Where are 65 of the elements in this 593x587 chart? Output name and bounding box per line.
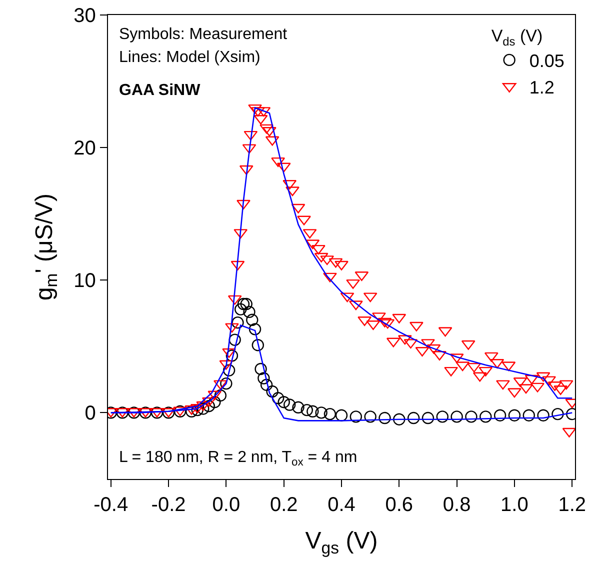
point — [393, 413, 406, 426]
point — [226, 350, 238, 362]
point — [436, 410, 448, 423]
point — [246, 314, 258, 326]
x-tick-label: 0.0 — [212, 494, 240, 516]
point — [237, 298, 250, 310]
point — [260, 378, 273, 391]
y-tick-label: 20 — [74, 138, 96, 160]
x-tick-label: 0.8 — [442, 494, 471, 516]
point — [537, 409, 550, 422]
point — [552, 408, 564, 420]
point — [480, 410, 492, 423]
point — [378, 412, 391, 424]
annotation: Symbols: Measurement — [119, 26, 288, 43]
point — [214, 389, 227, 402]
x-tick-label: -0.4 — [94, 494, 128, 516]
point — [202, 400, 215, 412]
point — [220, 377, 232, 390]
point — [252, 339, 264, 352]
point — [324, 408, 336, 420]
point — [234, 303, 247, 316]
x-tick-label: 1.0 — [500, 494, 528, 516]
y-tick-label: 10 — [74, 270, 96, 292]
point — [254, 362, 267, 376]
point — [228, 334, 241, 346]
point — [232, 316, 244, 329]
point — [292, 401, 304, 414]
x-tick-label: 0.2 — [270, 494, 298, 516]
y-tick-label: 0 — [84, 402, 96, 425]
point — [335, 409, 348, 422]
x-axis-title: V$_{gs}$ (V) — [305, 527, 378, 558]
point — [208, 396, 221, 408]
point — [197, 402, 210, 415]
legend-label: 0.05 — [529, 50, 564, 71]
point — [284, 398, 296, 411]
x-tick-label: 0.6 — [385, 494, 414, 516]
point — [364, 410, 376, 423]
annotation: Lines: Model (Xsim) — [119, 49, 260, 66]
x-tick-label: 0.4 — [328, 494, 356, 516]
point — [258, 372, 270, 384]
point — [522, 409, 535, 422]
point — [272, 392, 284, 404]
point — [306, 405, 319, 418]
point — [450, 410, 463, 423]
point — [422, 412, 434, 424]
y-tick-label: 30 — [74, 5, 96, 27]
annotation: GAA SiNW — [119, 82, 202, 99]
point — [350, 410, 362, 423]
point — [315, 406, 328, 419]
point — [494, 409, 506, 422]
point — [407, 412, 420, 424]
point — [300, 404, 314, 416]
annotation: L = 180 nm, R = 2 nm, T$_{ox}$ = 4 nm — [119, 449, 358, 468]
point — [222, 364, 236, 376]
point — [266, 385, 278, 398]
point — [508, 409, 521, 422]
point — [248, 323, 262, 336]
point — [240, 298, 252, 310]
point — [278, 396, 290, 408]
x-tick-label: 1.2 — [558, 494, 586, 516]
point — [243, 306, 256, 318]
x-tick-label: -0.2 — [151, 494, 186, 516]
legend-label: 1.2 — [529, 77, 554, 98]
legend-title: V$_{ds}$ (V) — [491, 26, 543, 48]
point — [465, 410, 478, 423]
